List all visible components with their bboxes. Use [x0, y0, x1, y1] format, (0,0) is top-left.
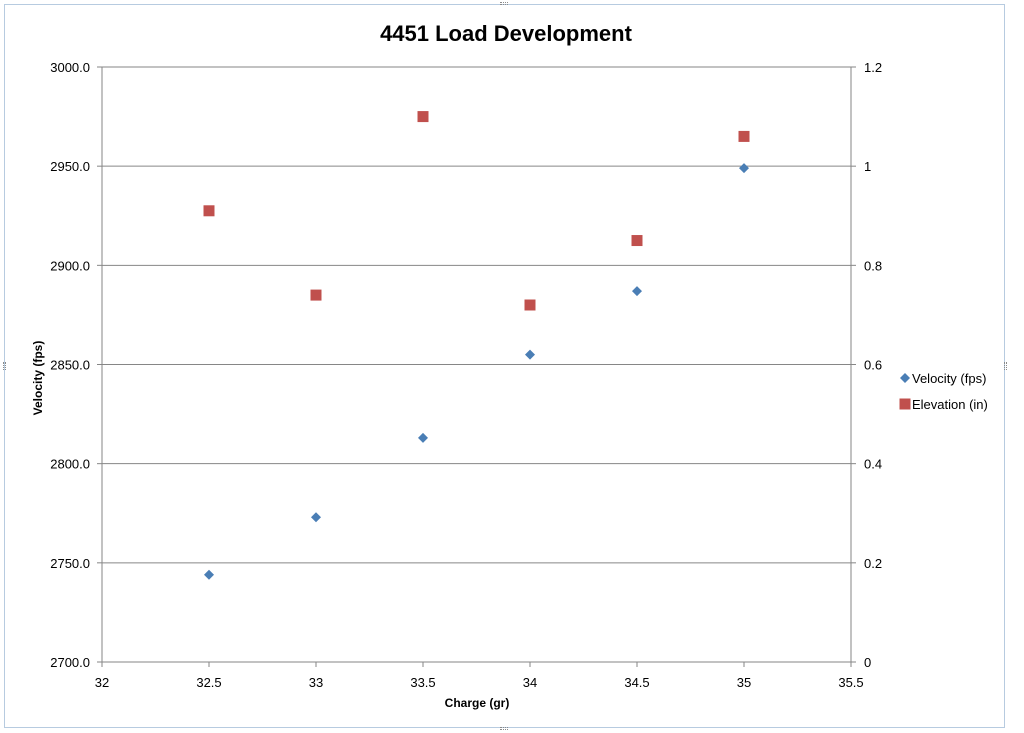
- legend-label-elevation: Elevation (in): [912, 397, 988, 412]
- x-tick-label: 35.5: [838, 675, 863, 690]
- velocity-point: [739, 163, 749, 174]
- elevation-point: [310, 289, 322, 301]
- resize-handle-top[interactable]: [500, 2, 508, 5]
- x-tick-label: 34.5: [624, 675, 649, 690]
- y2-tick-label: 0.6: [864, 358, 882, 373]
- y2-tick-label: 0.8: [864, 258, 882, 273]
- x-axis-ticks: 32 32.5 33 33.5 34 34.5 35 35.5: [95, 662, 864, 690]
- velocity-point: [311, 512, 321, 523]
- resize-handle-right[interactable]: [1004, 362, 1007, 370]
- y-tick-label: 2900.0: [50, 258, 90, 273]
- x-tick-label: 35: [737, 675, 751, 690]
- gridlines: [102, 165, 851, 564]
- y-tick-label: 2750.0: [50, 556, 90, 571]
- y-axis-ticks: 2700.0 2750.0 2800.0 2850.0 2900.0 2950.0 3000…: [50, 60, 102, 670]
- elevation-point: [631, 235, 643, 247]
- y2-tick-label: 1.2: [864, 60, 882, 75]
- y2-tick-label: 0: [864, 655, 871, 670]
- legend-marker-velocity: [900, 373, 910, 383]
- y2-tick-label: 0.4: [864, 457, 882, 472]
- chart-title: 4451 Load Development: [380, 21, 633, 46]
- y2-tick-label: 0.2: [864, 556, 882, 571]
- velocity-point: [418, 432, 428, 443]
- elevation-point: [203, 205, 215, 217]
- x-tick-label: 32: [95, 675, 109, 690]
- velocity-point: [525, 349, 535, 360]
- y-tick-label: 2850.0: [50, 358, 90, 373]
- x-tick-label: 33: [309, 675, 323, 690]
- resize-handle-bottom[interactable]: [500, 727, 508, 730]
- y-tick-label: 3000.0: [50, 60, 90, 75]
- y2-axis-ticks: 0 0.2 0.4 0.6 0.8 1 1.2: [851, 60, 882, 670]
- elevation-point: [738, 130, 750, 142]
- y-tick-label: 2700.0: [50, 655, 90, 670]
- y-tick-label: 2950.0: [50, 159, 90, 174]
- y-tick-label: 2800.0: [50, 457, 90, 472]
- data-points: [203, 111, 750, 580]
- velocity-point: [632, 286, 642, 297]
- x-axis-label: Charge (gr): [445, 696, 510, 710]
- elevation-point: [417, 111, 429, 123]
- elevation-point: [524, 299, 536, 311]
- legend-marker-elevation: [899, 398, 911, 410]
- resize-handle-left[interactable]: [3, 362, 6, 370]
- legend-label-velocity: Velocity (fps): [912, 371, 986, 386]
- x-tick-label: 33.5: [410, 675, 435, 690]
- y-axis-label: Velocity (fps): [31, 341, 45, 416]
- x-tick-label: 34: [523, 675, 537, 690]
- legend: Velocity (fps) Elevation (in): [899, 371, 988, 412]
- velocity-point: [204, 569, 214, 580]
- chart-frame[interactable]: [4, 4, 1005, 728]
- y2-tick-label: 1: [864, 159, 871, 174]
- x-tick-label: 32.5: [196, 675, 221, 690]
